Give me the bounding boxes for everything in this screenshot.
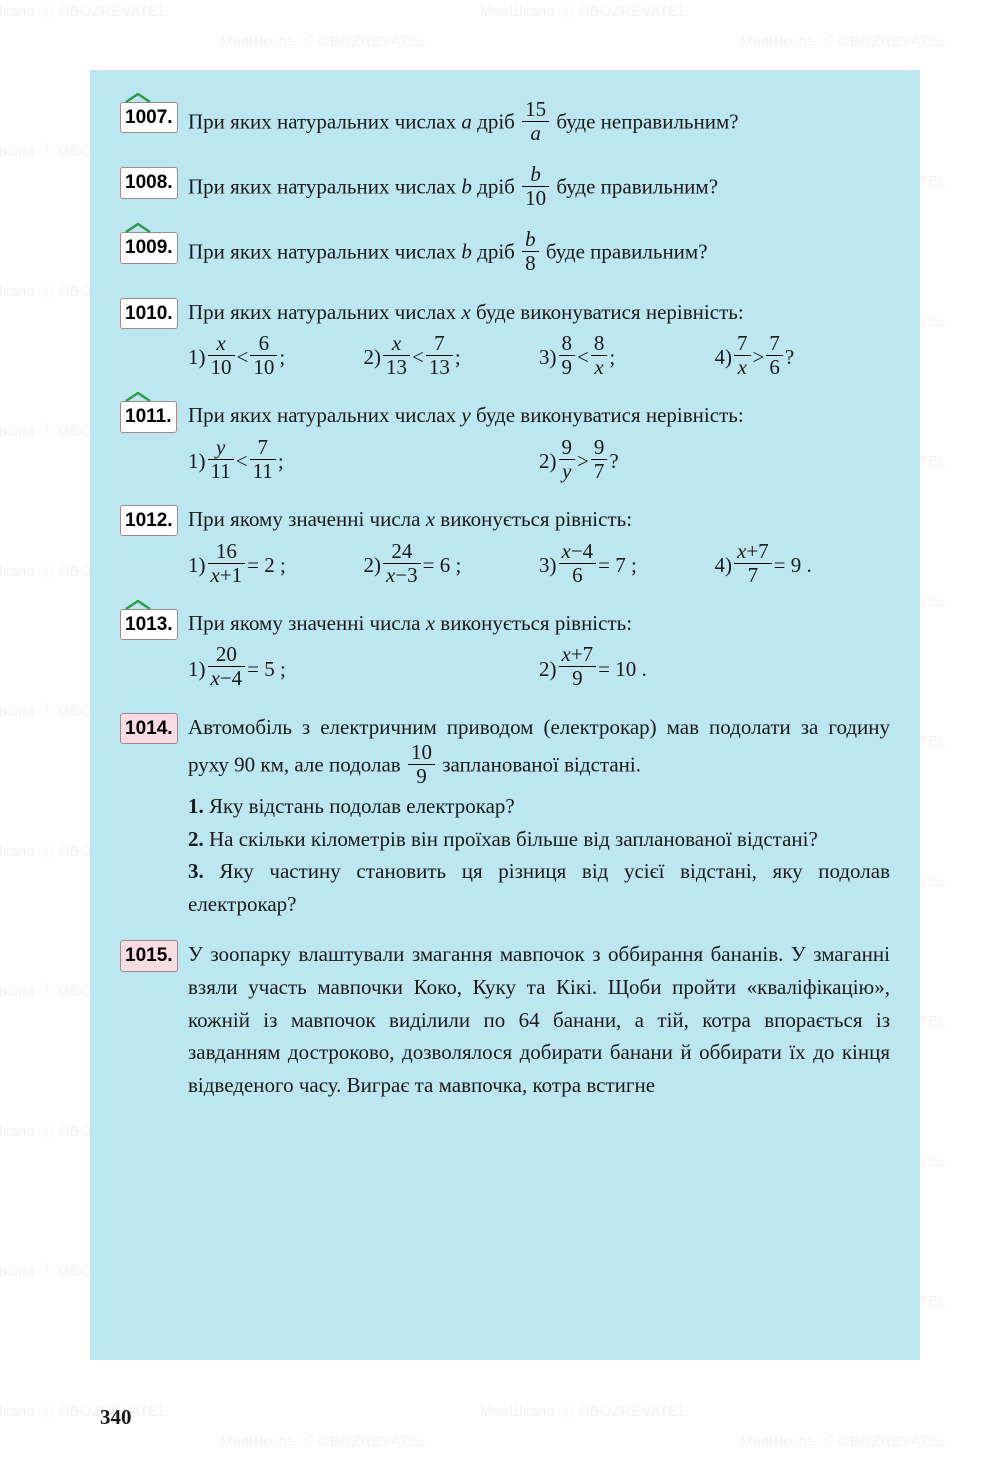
list-item: 2. На скільки кілометрів він проїхав біл… bbox=[188, 823, 890, 856]
sub-item: 1) y11 < 711; bbox=[188, 438, 539, 485]
problem-body: У зоопарку влаштували змагання мавпочок … bbox=[188, 938, 890, 1101]
problem-number: 1009. bbox=[120, 232, 178, 263]
problem-number: 1012. bbox=[120, 505, 178, 536]
sub-item: 2) 9y > 97 ? bbox=[539, 438, 890, 485]
sub-item: 3) x−46 = 7 ; bbox=[539, 542, 715, 589]
problem-body: Автомобіль з електричним приводом (елект… bbox=[188, 711, 890, 921]
list-item: 1. Яку відстань подолав електрокар? bbox=[188, 790, 890, 823]
page-content: 1007. При яких натуральних числах a дріб … bbox=[90, 70, 920, 1360]
page-number: 340 bbox=[100, 1405, 132, 1430]
problem-1015: 1015. У зоопарку влаштували змагання мавп… bbox=[120, 938, 890, 1101]
sub-item: 1) 16x+1 = 2 ; bbox=[188, 542, 364, 589]
problem-body: При яких натуральних числах x буде викон… bbox=[188, 296, 890, 382]
sub-item: 2) 24x−3 = 6 ; bbox=[364, 542, 540, 589]
house-roof-icon bbox=[125, 223, 151, 233]
sub-item: 1) 20x−4 = 5 ; bbox=[188, 645, 539, 692]
sub-item: 2) x13 < 713 ; bbox=[364, 334, 540, 381]
problem-1007: 1007. При яких натуральних числах a дріб … bbox=[120, 100, 890, 147]
house-roof-icon bbox=[125, 600, 151, 610]
problem-1013: 1013. При якому значенні числа x виконуєт… bbox=[120, 607, 890, 693]
house-roof-icon bbox=[125, 93, 151, 103]
sub-item: 4) 7x > 76 ? bbox=[715, 334, 891, 381]
problem-number: 1010. bbox=[120, 298, 178, 329]
house-roof-icon bbox=[125, 392, 151, 402]
sub-item: 1) x10 < 610 ; bbox=[188, 334, 364, 381]
problem-number: 1011. bbox=[120, 401, 177, 432]
problem-body: При якому значенні числа x виконується р… bbox=[188, 503, 890, 589]
sub-item: 3) 89 < 8x ; bbox=[539, 334, 715, 381]
problem-number: 1013. bbox=[120, 609, 178, 640]
problem-body: При яких натуральних числах y буде викон… bbox=[188, 399, 890, 485]
problem-1009: 1009. При яких натуральних числах b дріб … bbox=[120, 230, 890, 277]
problem-1010: 1010. При яких натуральних числах x буде … bbox=[120, 296, 890, 382]
sub-item: 4) x+77 = 9 . bbox=[715, 542, 891, 589]
list-item: 3. Яку частину становить ця різниця від … bbox=[188, 855, 890, 920]
problem-number: 1007. bbox=[120, 102, 178, 133]
problem-1008: 1008. При яких натуральних числах b дріб … bbox=[120, 165, 890, 212]
problem-number: 1015. bbox=[120, 940, 178, 971]
problem-1012: 1012. При якому значенні числа x виконуєт… bbox=[120, 503, 890, 589]
problem-body: При яких натуральних числах b дріб b8 бу… bbox=[188, 230, 890, 277]
problem-body: При якому значенні числа x виконується р… bbox=[188, 607, 890, 693]
problem-body: При яких натуральних числах a дріб 15a б… bbox=[188, 100, 890, 147]
problem-body: При яких натуральних числах b дріб b10 б… bbox=[188, 165, 890, 212]
sub-item: 2) x+79 = 10 . bbox=[539, 645, 890, 692]
problem-number: 1014. bbox=[120, 713, 178, 744]
problem-1014: 1014. Автомобіль з електричним приводом (… bbox=[120, 711, 890, 921]
problem-1011: 1011. При яких натуральних числах y буде … bbox=[120, 399, 890, 485]
problem-number: 1008. bbox=[120, 167, 178, 198]
